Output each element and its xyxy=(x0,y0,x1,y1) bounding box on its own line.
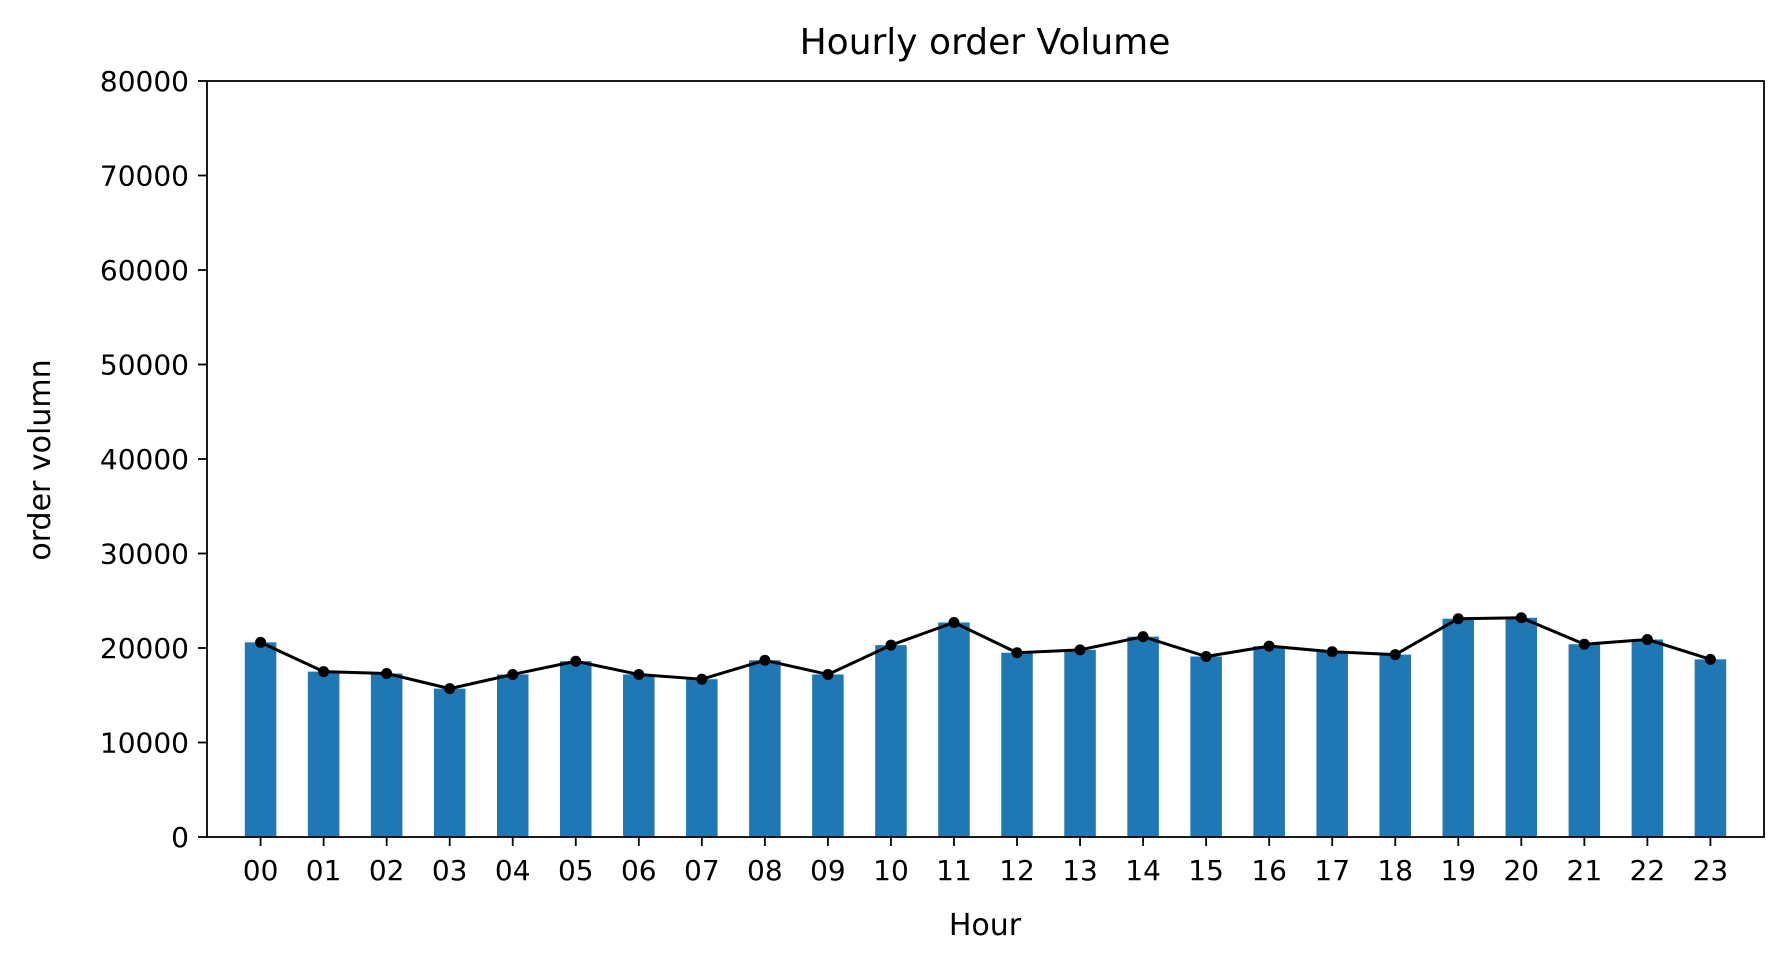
y-tick-label-20000: 20000 xyxy=(100,632,189,665)
bar-05 xyxy=(560,661,592,837)
x-tick-label-10: 10 xyxy=(873,854,909,887)
point-06 xyxy=(633,668,645,680)
y-tick-label-30000: 30000 xyxy=(100,538,189,571)
point-08 xyxy=(759,654,771,666)
x-tick-label-04: 04 xyxy=(495,854,531,887)
y-tick-label-40000: 40000 xyxy=(100,443,189,476)
point-19 xyxy=(1452,613,1464,625)
x-tick-label-09: 09 xyxy=(810,854,846,887)
point-18 xyxy=(1389,649,1401,661)
bar-13 xyxy=(1064,649,1096,837)
bar-15 xyxy=(1190,656,1222,837)
bars-layer xyxy=(244,617,1727,837)
x-tick-label-00: 00 xyxy=(243,854,279,887)
point-15 xyxy=(1200,651,1212,663)
line-layer xyxy=(255,612,1716,695)
bar-08 xyxy=(749,660,781,837)
point-09 xyxy=(822,668,834,680)
x-tick-label-05: 05 xyxy=(558,854,594,887)
point-01 xyxy=(318,666,330,678)
point-13 xyxy=(1074,644,1086,656)
bar-14 xyxy=(1127,636,1159,837)
point-10 xyxy=(885,639,897,651)
bar-01 xyxy=(307,671,340,837)
point-14 xyxy=(1137,631,1149,643)
bar-12 xyxy=(1001,652,1033,837)
bar-10 xyxy=(875,645,907,837)
bar-17 xyxy=(1316,651,1348,837)
point-11 xyxy=(948,616,960,628)
chart-title: Hourly order Volume xyxy=(800,22,1171,63)
point-07 xyxy=(696,673,708,685)
x-tick-label-03: 03 xyxy=(432,854,468,887)
point-03 xyxy=(444,683,456,695)
x-tick-label-01: 01 xyxy=(306,854,342,887)
x-tick-label-22: 22 xyxy=(1630,854,1666,887)
x-tick-label-17: 17 xyxy=(1314,854,1350,887)
x-tick-label-12: 12 xyxy=(999,854,1035,887)
x-tick-label-19: 19 xyxy=(1440,854,1476,887)
x-axis-label: Hour xyxy=(949,908,1022,943)
y-tick-label-50000: 50000 xyxy=(100,349,189,382)
y-tick-label-80000: 80000 xyxy=(100,65,189,98)
y-tick-label-70000: 70000 xyxy=(100,160,189,193)
x-tick-label-06: 06 xyxy=(621,854,657,887)
point-02 xyxy=(381,668,393,680)
bar-16 xyxy=(1253,646,1285,837)
x-tick-label-02: 02 xyxy=(369,854,405,887)
bar-22 xyxy=(1631,639,1664,837)
y-axis-ticks: 0 10000 20000 30000 40000 50000 60000 70000 8000… xyxy=(100,65,207,854)
x-tick-label-14: 14 xyxy=(1125,854,1161,887)
bar-09 xyxy=(812,674,844,837)
point-12 xyxy=(1011,647,1023,659)
point-17 xyxy=(1326,646,1338,658)
y-tick-label-60000: 60000 xyxy=(100,254,189,287)
point-04 xyxy=(507,668,519,680)
bar-07 xyxy=(686,679,718,837)
bar-18 xyxy=(1379,654,1411,837)
point-21 xyxy=(1578,638,1590,650)
y-axis-label: order volumn xyxy=(23,359,58,560)
bar-20 xyxy=(1505,617,1538,837)
trend-line xyxy=(259,616,1711,691)
bar-23 xyxy=(1694,659,1727,837)
point-00 xyxy=(255,636,267,648)
point-20 xyxy=(1515,612,1527,624)
x-tick-label-21: 21 xyxy=(1567,854,1603,887)
bar-04 xyxy=(496,674,529,837)
x-tick-label-16: 16 xyxy=(1251,854,1287,887)
x-axis-ticks: 00 01 02 03 04 05 06 07 08 09 10 11 12 13 14 15 16 17 18 19… xyxy=(243,837,1728,887)
x-tick-label-20: 20 xyxy=(1503,854,1539,887)
x-tick-label-18: 18 xyxy=(1377,854,1413,887)
bar-02 xyxy=(370,673,403,837)
x-tick-label-15: 15 xyxy=(1188,854,1224,887)
bar-21 xyxy=(1568,644,1601,837)
bar-11 xyxy=(938,622,970,837)
point-22 xyxy=(1641,633,1653,645)
bar-00 xyxy=(244,642,277,837)
bar-19 xyxy=(1442,618,1475,837)
x-tick-label-13: 13 xyxy=(1062,854,1098,887)
x-tick-label-23: 23 xyxy=(1693,854,1729,887)
point-05 xyxy=(570,655,582,667)
x-tick-label-07: 07 xyxy=(684,854,720,887)
bar-03 xyxy=(433,688,466,837)
point-16 xyxy=(1263,640,1275,652)
y-tick-label-10000: 10000 xyxy=(100,727,189,760)
bar-06 xyxy=(623,674,655,837)
y-tick-label-0: 0 xyxy=(171,821,189,854)
x-tick-label-08: 08 xyxy=(747,854,783,887)
x-tick-label-11: 11 xyxy=(936,854,972,887)
point-23 xyxy=(1704,653,1716,665)
